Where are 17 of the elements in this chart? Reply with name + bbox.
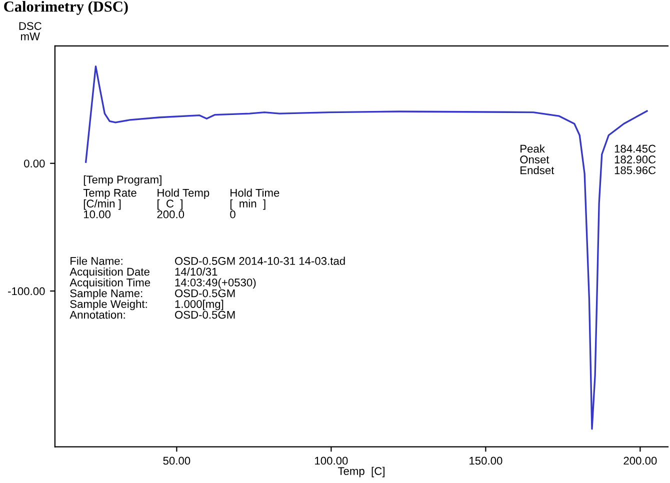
- y-axis-title: DSC mW: [19, 22, 42, 40]
- annotation: File Name: Acquisition Date Acquisition Time Sample Name: Sample Weight: Annotation:: [70, 256, 150, 319]
- annotation: OSD-0.5GM 2014-10-31 14-03.tad 14/10/31 14:03:49(+0530) OSD-0.5GM 1.000[mg] OSD-0.5GM: [175, 256, 345, 319]
- x-tick-label: 100.00: [315, 456, 348, 465]
- x-axis-title: Temp [C]: [338, 466, 384, 478]
- y-tick-label: 0.00: [24, 160, 45, 168]
- x-tick-label: 150.00: [470, 456, 502, 465]
- annotation: Hold Time [ min ] 0: [230, 188, 280, 218]
- y-tick-label: -100.00: [8, 287, 45, 296]
- annotation: Peak Onset Endset: [520, 144, 554, 174]
- annotation: Hold Temp [ C ] 200.0: [157, 188, 210, 218]
- annotation: Temp Rate [C/min ] 10.00: [83, 189, 136, 218]
- annotation: [Temp Program]: [84, 175, 162, 186]
- x-tick-label: 200.00: [624, 456, 657, 465]
- annotation: 184.45C 182.90C 185.96C: [614, 144, 656, 174]
- x-tick-label: 50.00: [163, 456, 190, 465]
- chart-title: Calorimetry (DSC): [4, 0, 128, 15]
